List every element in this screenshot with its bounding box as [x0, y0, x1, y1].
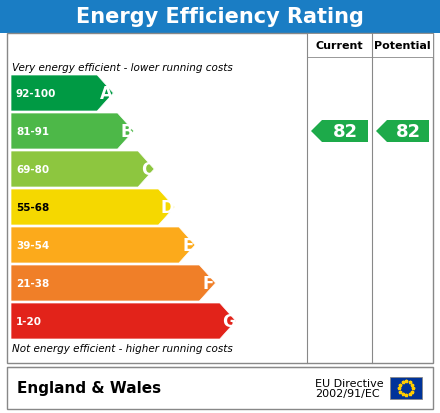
Text: D: D — [161, 199, 174, 216]
Bar — [307, 34, 372, 58]
Text: 82: 82 — [396, 123, 421, 141]
Bar — [7, 34, 433, 363]
Text: A: A — [99, 85, 113, 103]
Text: Potential: Potential — [374, 41, 431, 51]
Bar — [7, 367, 433, 409]
Polygon shape — [11, 303, 236, 339]
Text: 1-20: 1-20 — [16, 316, 42, 326]
Text: B: B — [120, 123, 133, 141]
Text: 69-80: 69-80 — [16, 165, 49, 175]
Text: C: C — [141, 161, 153, 178]
Polygon shape — [11, 76, 114, 112]
Text: 39-54: 39-54 — [16, 240, 49, 250]
Polygon shape — [311, 121, 368, 142]
Bar — [372, 34, 433, 58]
Text: Energy Efficiency Rating: Energy Efficiency Rating — [76, 7, 364, 27]
Text: F: F — [202, 274, 214, 292]
Text: Very energy efficient - lower running costs: Very energy efficient - lower running co… — [12, 63, 233, 73]
Text: 2002/91/EC: 2002/91/EC — [315, 388, 380, 398]
Polygon shape — [11, 152, 154, 188]
Text: England & Wales: England & Wales — [17, 380, 161, 396]
Text: 21-38: 21-38 — [16, 278, 49, 288]
Bar — [0, 0, 440, 34]
Text: 92-100: 92-100 — [16, 89, 56, 99]
Polygon shape — [11, 266, 216, 301]
Text: Current: Current — [315, 41, 363, 51]
Polygon shape — [11, 114, 134, 150]
Text: Not energy efficient - higher running costs: Not energy efficient - higher running co… — [12, 343, 233, 353]
Text: E: E — [182, 236, 194, 254]
Text: 82: 82 — [333, 123, 358, 141]
Text: 55-68: 55-68 — [16, 202, 49, 212]
Polygon shape — [376, 121, 429, 142]
Bar — [390, 377, 422, 399]
Text: G: G — [222, 312, 235, 330]
Polygon shape — [11, 228, 195, 263]
Text: EU Directive: EU Directive — [315, 378, 384, 388]
Text: 81-91: 81-91 — [16, 127, 49, 137]
Polygon shape — [11, 190, 175, 225]
